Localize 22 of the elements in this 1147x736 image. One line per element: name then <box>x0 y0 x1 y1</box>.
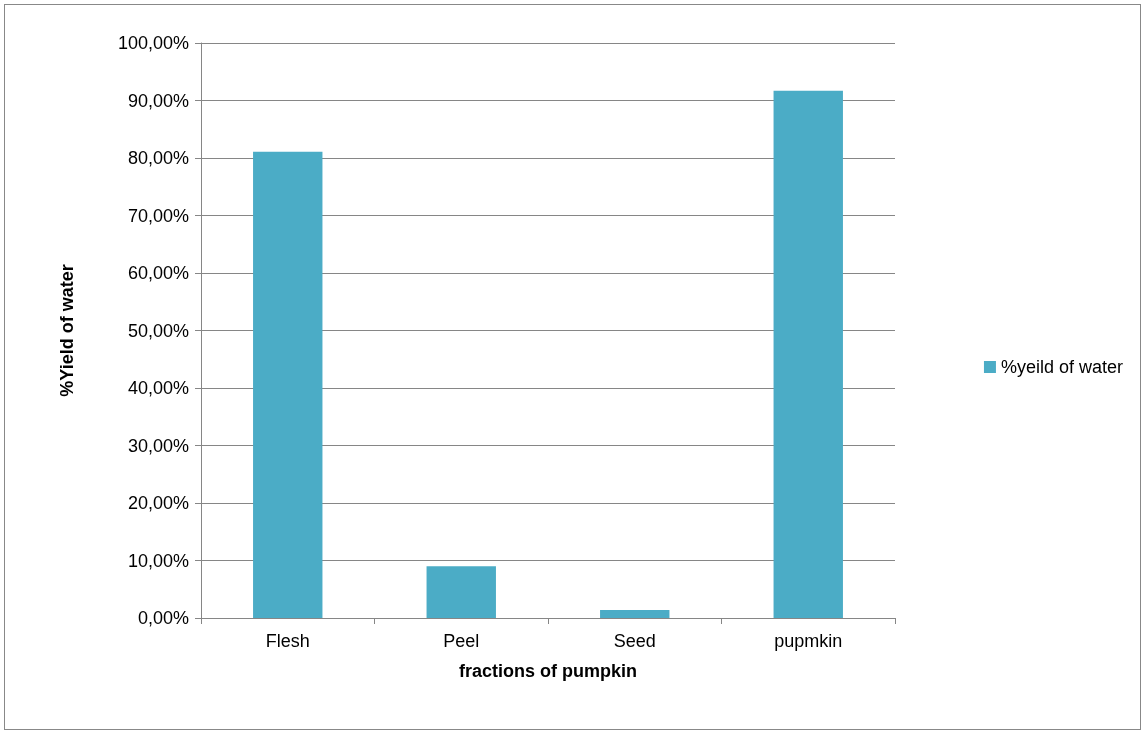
y-axis-title: %Yield of water <box>57 264 77 397</box>
x-axis-title: fractions of pumpkin <box>458 661 638 681</box>
y-tick-label: 40,00% <box>127 378 189 398</box>
bar <box>253 151 323 618</box>
y-tick-label: 60,00% <box>127 263 189 283</box>
legend-label: %yeild of water <box>1000 357 1124 377</box>
y-tick-label: 50,00% <box>127 320 189 341</box>
bar <box>773 90 843 618</box>
x-tick-label: Flesh <box>265 631 310 651</box>
x-tick-label: Seed <box>613 631 656 651</box>
y-tick-label: 100,00% <box>117 33 189 53</box>
y-tick-label: 30,00% <box>127 435 189 456</box>
y-tick-label: 80,00% <box>127 148 189 168</box>
bar <box>600 609 670 618</box>
y-tick-label: 90,00% <box>127 90 189 111</box>
bar <box>426 566 496 618</box>
x-tick-label: pupmkin <box>774 631 843 651</box>
y-tick-label: 70,00% <box>127 205 189 226</box>
y-tick-label: 10,00% <box>127 550 189 571</box>
y-tick-label: 20,00% <box>127 493 189 513</box>
y-tick-label: 0,00% <box>137 608 189 628</box>
x-tick-label: Peel <box>443 631 480 651</box>
